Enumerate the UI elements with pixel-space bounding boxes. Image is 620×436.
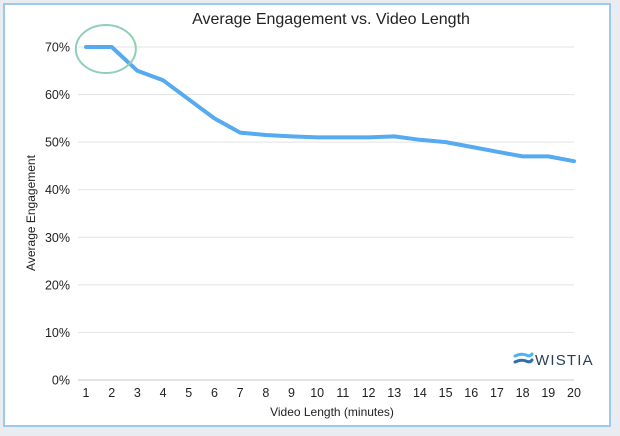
- x-tick-label: 18: [516, 386, 530, 400]
- wistia-wave-icon: [513, 352, 534, 364]
- x-axis-ticks: 1 2 3 4 5 6 7 8 9 10 11 12 13 14 15 16 17 18 19 20: [83, 386, 581, 400]
- y-tick-label: 50%: [45, 136, 70, 150]
- x-tick-label: 1: [83, 386, 90, 400]
- chart-title: Average Engagement vs. Video Length: [192, 11, 470, 28]
- x-tick-label: 3: [134, 386, 141, 400]
- y-tick-label: 70%: [45, 41, 70, 55]
- y-tick-label: 30%: [45, 231, 70, 245]
- y-tick-label: 10%: [45, 326, 70, 340]
- x-tick-label: 4: [160, 386, 167, 400]
- x-tick-label: 19: [541, 386, 555, 400]
- highlight-circle: [74, 24, 137, 74]
- x-tick-label: 2: [108, 386, 115, 400]
- y-tick-label: 20%: [45, 278, 70, 292]
- x-tick-label: 11: [336, 386, 349, 400]
- series-line: [84, 45, 576, 164]
- y-axis-label: Average Engagement: [24, 154, 38, 271]
- x-tick-label: 15: [439, 386, 453, 400]
- x-tick-label: 9: [288, 386, 295, 400]
- x-tick-label: 16: [464, 386, 478, 400]
- x-tick-label: 6: [211, 386, 218, 400]
- x-tick-label: 7: [237, 386, 244, 400]
- x-tick-label: 17: [490, 386, 504, 400]
- x-tick-label: 12: [362, 386, 376, 400]
- x-tick-label: 13: [387, 386, 401, 400]
- y-tick-label: 40%: [45, 183, 70, 197]
- x-tick-label: 8: [262, 386, 269, 400]
- y-tick-label: 0%: [52, 374, 70, 388]
- series-group: [84, 45, 576, 164]
- y-axis-ticks: 0% 10% 20% 30% 40% 50% 60% 70%: [45, 41, 70, 388]
- wistia-logo: WISTIA: [513, 352, 594, 369]
- wistia-logo-text: WISTIA: [535, 352, 594, 369]
- x-tick-label: 20: [567, 386, 581, 400]
- x-tick-label: 14: [413, 386, 427, 400]
- x-tick-label: 5: [185, 386, 192, 400]
- y-tick-label: 60%: [45, 88, 70, 102]
- x-tick-label: 10: [310, 386, 324, 400]
- grid-lines: [78, 46, 574, 381]
- x-axis-label: Video Length (minutes): [270, 405, 394, 419]
